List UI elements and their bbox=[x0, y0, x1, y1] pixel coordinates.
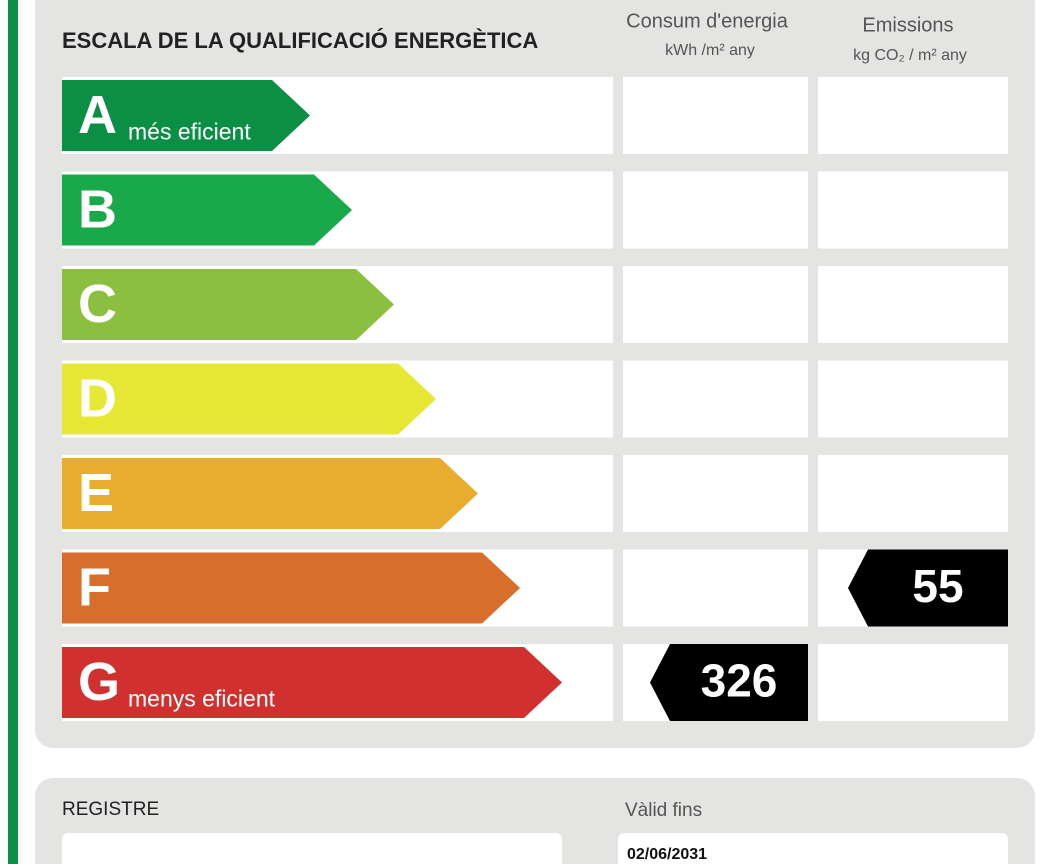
title: ESCALA DE LA QUALIFICACIÓ ENERGÈTICA bbox=[62, 28, 538, 53]
valid-date: 02/06/2031 bbox=[627, 846, 707, 863]
register-label: REGISTRE bbox=[62, 799, 159, 820]
rating-arrow bbox=[62, 80, 310, 151]
rating-letter: A bbox=[78, 85, 117, 145]
rating-arrow bbox=[62, 174, 352, 246]
emissions-value: 55 bbox=[912, 560, 963, 612]
rating-note: menys eficient bbox=[128, 686, 276, 712]
emissions-cell bbox=[818, 266, 1008, 343]
emissions-cell bbox=[818, 77, 1008, 154]
consumption-unit: kWh /m² any bbox=[665, 42, 755, 59]
rating-letter: C bbox=[78, 274, 117, 334]
emissions-cell bbox=[818, 360, 1008, 438]
emissions-unit: kg CO₂ / m² any bbox=[853, 47, 967, 64]
emissions-cell bbox=[818, 171, 1008, 249]
consumption-badge bbox=[650, 644, 808, 721]
emissions-cell bbox=[818, 644, 1008, 721]
rating-note: més eficient bbox=[128, 119, 251, 145]
valid-label: Vàlid fins bbox=[625, 800, 702, 821]
rating-arrow bbox=[62, 363, 436, 435]
rating-letter: B bbox=[78, 179, 117, 239]
consumption-cell bbox=[623, 266, 808, 343]
consumption-cell bbox=[623, 455, 808, 532]
rating-letter: D bbox=[78, 368, 117, 428]
rating-letter: G bbox=[78, 652, 120, 712]
consumption-label: Consum d'energia bbox=[626, 10, 789, 32]
rating-arrow bbox=[62, 269, 394, 340]
consumption-value: 326 bbox=[701, 655, 778, 707]
emissions-label: Emissions bbox=[862, 14, 953, 36]
rating-arrow bbox=[62, 647, 562, 718]
emissions-cell bbox=[818, 455, 1008, 532]
consumption-cell bbox=[623, 360, 808, 438]
register-box bbox=[62, 833, 562, 864]
rating-letter: E bbox=[78, 463, 114, 523]
consumption-cell bbox=[623, 549, 808, 627]
consumption-cell bbox=[623, 77, 808, 154]
rating-arrow bbox=[62, 458, 478, 529]
consumption-cell bbox=[623, 171, 808, 249]
emissions-badge bbox=[848, 549, 1008, 627]
rating-arrow bbox=[62, 552, 520, 624]
side-border bbox=[8, 0, 18, 864]
valid-box bbox=[618, 833, 1008, 864]
rating-letter: F bbox=[78, 557, 111, 617]
